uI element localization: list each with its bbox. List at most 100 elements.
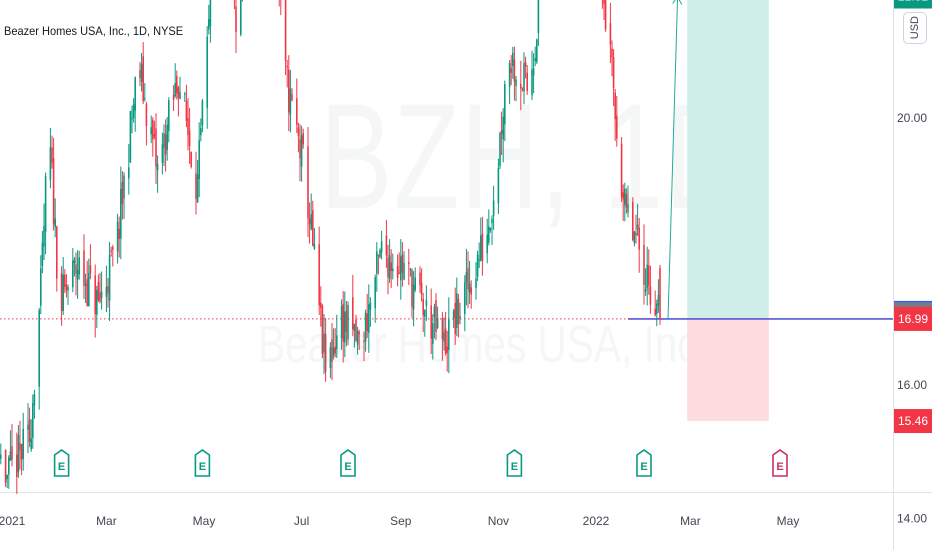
candle bbox=[235, 0, 237, 54]
candle bbox=[129, 110, 132, 163]
candle bbox=[331, 322, 333, 380]
candle bbox=[112, 244, 114, 267]
candle bbox=[88, 258, 90, 307]
candle bbox=[190, 151, 192, 169]
price-badge-label: 16.99 bbox=[898, 312, 928, 326]
x-tick-label: Mar bbox=[680, 514, 701, 528]
candle bbox=[392, 253, 394, 280]
candle bbox=[499, 131, 501, 169]
candle bbox=[233, 0, 236, 10]
candle bbox=[6, 474, 8, 488]
symbol-watermark: BZH, 1D bbox=[320, 72, 745, 240]
candle bbox=[656, 299, 658, 327]
candle bbox=[241, 0, 243, 2]
candle bbox=[390, 249, 392, 288]
candle bbox=[329, 342, 332, 379]
candle bbox=[374, 274, 376, 323]
candle bbox=[456, 277, 458, 337]
candle bbox=[412, 271, 415, 327]
candle bbox=[465, 248, 468, 306]
candle bbox=[142, 42, 144, 105]
candle bbox=[411, 268, 413, 319]
y-tick-label: 14.00 bbox=[897, 512, 927, 526]
candle bbox=[28, 407, 31, 448]
candle bbox=[118, 216, 120, 258]
candle bbox=[633, 230, 636, 247]
candle bbox=[377, 254, 380, 275]
candle bbox=[84, 273, 87, 304]
earnings-marker[interactable]: E bbox=[772, 449, 788, 477]
currency-button[interactable]: USD bbox=[903, 12, 927, 44]
earnings-marker[interactable]: E bbox=[194, 449, 211, 477]
candle bbox=[643, 224, 645, 305]
candle bbox=[352, 274, 354, 337]
candle bbox=[289, 70, 292, 133]
projection-arrow[interactable] bbox=[667, 0, 683, 319]
stop-zone[interactable] bbox=[687, 318, 769, 422]
x-tick-label: Mar bbox=[96, 514, 117, 528]
candle bbox=[475, 262, 477, 300]
earnings-marker[interactable]: E bbox=[340, 449, 356, 477]
candle bbox=[342, 291, 344, 363]
candle bbox=[644, 268, 647, 296]
candle bbox=[78, 250, 80, 280]
candle bbox=[648, 249, 650, 295]
candle bbox=[646, 246, 648, 306]
candle bbox=[616, 96, 618, 147]
earnings-marker[interactable]: E bbox=[636, 449, 652, 477]
candle bbox=[144, 82, 146, 102]
candle bbox=[481, 216, 484, 276]
candle bbox=[531, 50, 533, 101]
candle bbox=[120, 166, 122, 260]
candle bbox=[27, 403, 29, 454]
candle bbox=[16, 432, 18, 494]
currency-label: USD bbox=[909, 16, 921, 40]
target-zone[interactable] bbox=[687, 0, 769, 319]
candle bbox=[366, 293, 368, 338]
candle bbox=[344, 291, 346, 358]
earnings-label: E bbox=[511, 461, 518, 473]
candle bbox=[385, 219, 388, 268]
candle bbox=[179, 76, 181, 100]
candle bbox=[430, 288, 432, 355]
candle bbox=[500, 111, 503, 156]
candle bbox=[40, 255, 42, 315]
earnings-marker[interactable]: E bbox=[506, 449, 523, 477]
candle bbox=[532, 53, 535, 94]
candle bbox=[56, 225, 58, 292]
candle bbox=[536, 38, 538, 64]
candle bbox=[526, 65, 528, 95]
price-badge: 16.99 bbox=[894, 306, 932, 331]
earnings-label: E bbox=[344, 461, 351, 473]
candle bbox=[358, 329, 360, 350]
candle bbox=[336, 314, 338, 358]
candle bbox=[296, 78, 298, 133]
candle bbox=[163, 124, 165, 167]
candle bbox=[297, 122, 300, 153]
candle bbox=[89, 244, 92, 280]
candle bbox=[51, 135, 53, 169]
candle bbox=[312, 200, 314, 247]
candle bbox=[318, 226, 320, 315]
candle bbox=[195, 151, 197, 215]
candle bbox=[614, 88, 616, 141]
candle bbox=[620, 136, 623, 202]
candle bbox=[54, 198, 56, 238]
candle bbox=[184, 91, 186, 102]
candle bbox=[603, 0, 605, 21]
candle bbox=[436, 306, 439, 330]
candle bbox=[497, 158, 500, 215]
candle bbox=[108, 241, 111, 321]
candle bbox=[134, 76, 136, 132]
candle bbox=[457, 293, 460, 338]
earnings-marker[interactable]: E bbox=[53, 449, 70, 477]
candle bbox=[446, 330, 448, 372]
candle bbox=[388, 239, 391, 283]
candle bbox=[67, 284, 69, 306]
candle bbox=[32, 394, 34, 449]
candle bbox=[110, 246, 112, 257]
candle bbox=[657, 279, 660, 313]
candle bbox=[356, 326, 359, 355]
candle bbox=[364, 309, 367, 352]
